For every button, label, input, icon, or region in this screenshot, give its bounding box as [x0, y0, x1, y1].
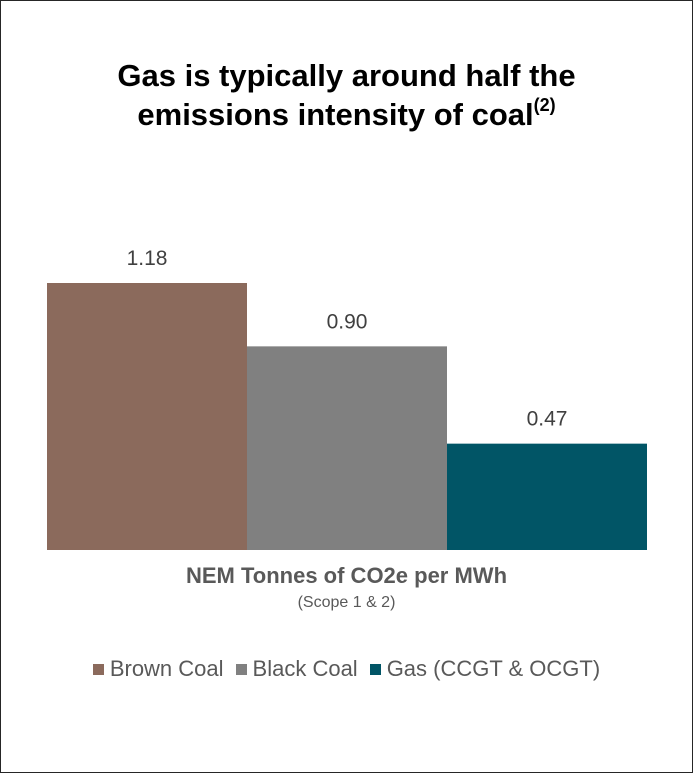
x-axis-sublabel: (Scope 1 & 2) — [297, 594, 396, 611]
data-label-brown-coal: 1.18 — [127, 247, 168, 270]
chart-title-superscript: (2) — [533, 95, 556, 115]
bar-black-coal — [247, 346, 447, 550]
chart-title: Gas is typically around half the emissio… — [0, 56, 693, 134]
chart-title-line-1: Gas is typically around half the — [117, 58, 576, 93]
legend-label: Gas (CCGT & OCGT) — [386, 656, 601, 681]
chart-title-line-2: emissions intensity of coal(2) — [0, 95, 693, 134]
bar-brown-coal — [47, 283, 247, 550]
legend-label: Black Coal — [252, 656, 358, 681]
x-axis-label: NEM Tonnes of CO2e per MWh — [185, 563, 508, 588]
data-label-black-coal: 0.90 — [327, 310, 368, 333]
legend-swatch — [369, 663, 381, 675]
bar-gas-ccgt-ocgt — [447, 443, 647, 550]
chart-title-line-2-text: emissions intensity of coal — [137, 97, 534, 132]
legend-swatch — [92, 663, 104, 675]
legend-item: Black Coal — [235, 656, 358, 682]
chart-legend: Brown Coal Black Coal Gas (CCGT & OCGT) — [0, 656, 693, 682]
legend-item: Gas (CCGT & OCGT) — [369, 656, 601, 682]
legend-label: Brown Coal — [109, 656, 224, 681]
legend-swatch — [235, 663, 247, 675]
legend-item: Brown Coal — [92, 656, 224, 682]
data-label-gas-ccgt-ocgt: 0.47 — [527, 408, 568, 431]
